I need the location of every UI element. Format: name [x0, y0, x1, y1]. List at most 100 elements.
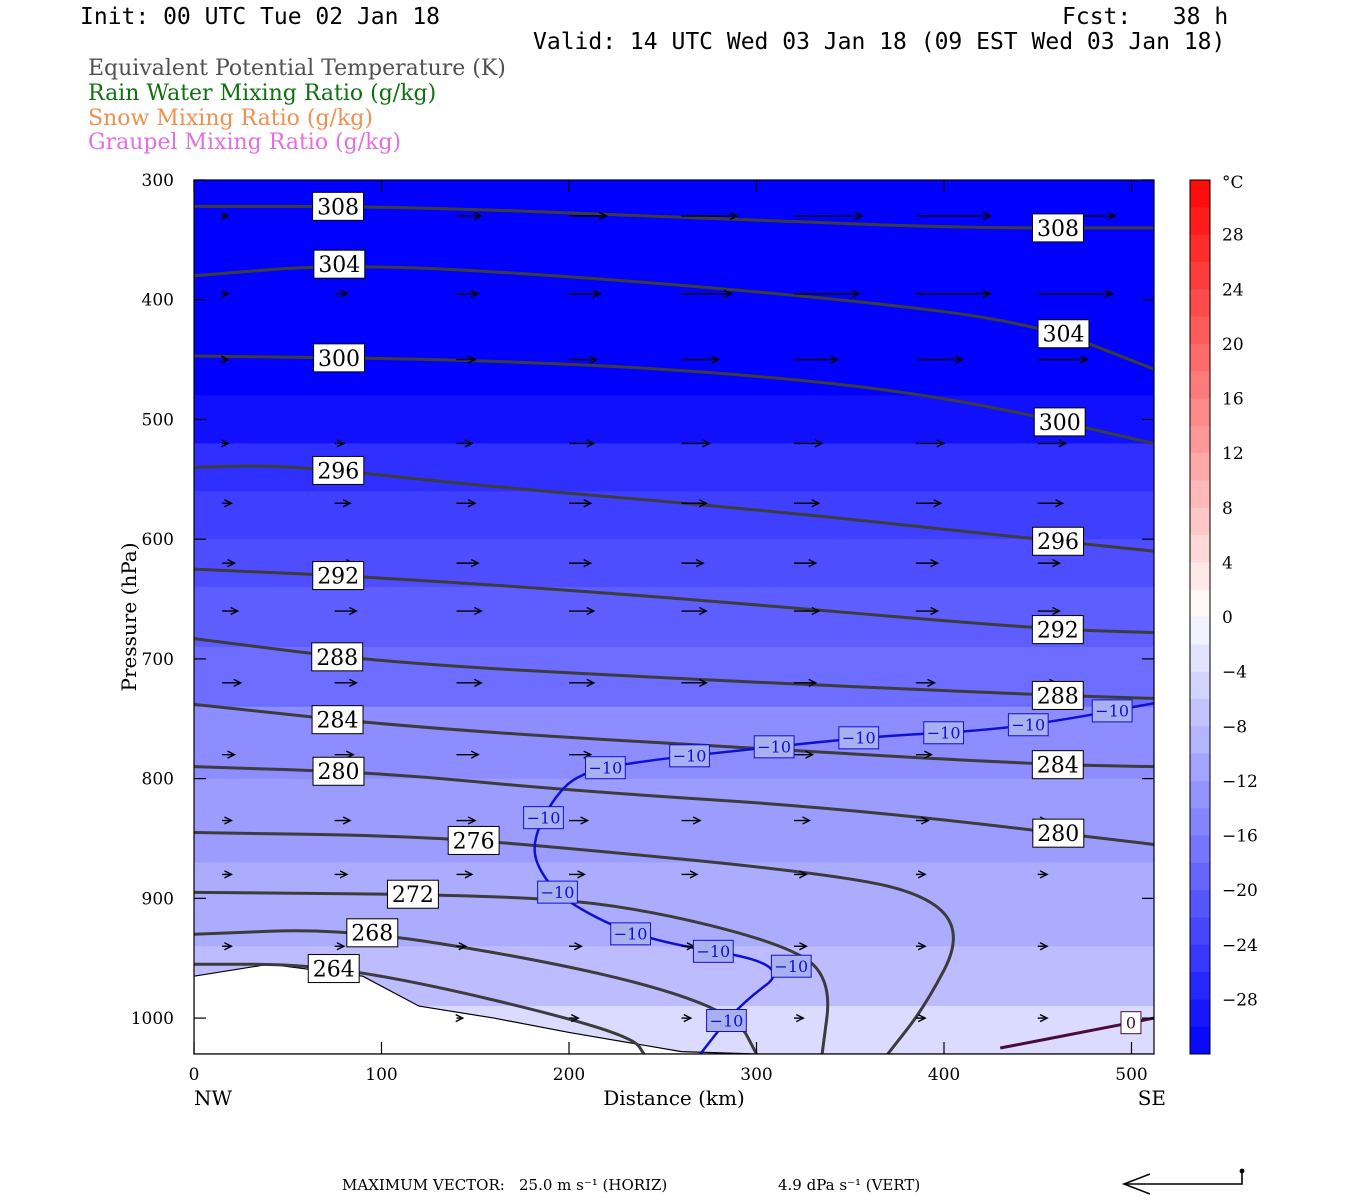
wind-vector — [915, 816, 930, 825]
wind-vector — [334, 499, 352, 508]
wind-vector — [334, 870, 349, 879]
theta-e-label: 296 — [1032, 526, 1085, 556]
wind-vector — [334, 678, 358, 687]
svg-text:−10: −10 — [757, 738, 791, 757]
wind-vector — [681, 606, 708, 616]
theta-e-label: 292 — [1031, 615, 1084, 645]
theta-e-label: 296 — [312, 455, 365, 485]
y-tick-label: 1000 — [131, 1009, 174, 1029]
colorbar-swatch — [1190, 398, 1210, 427]
svg-text:−10: −10 — [774, 957, 808, 976]
theta-e-label: 304 — [313, 249, 366, 279]
colorbar-swatch — [1190, 944, 1210, 973]
temperature-contour-label: 0 — [1120, 1011, 1142, 1035]
theta-e-label: 268 — [346, 918, 399, 948]
colorbar-swatch — [1190, 425, 1210, 454]
wind-vector — [794, 211, 864, 221]
wind-vector — [334, 942, 346, 951]
colorbar-swatch — [1190, 808, 1210, 836]
colorbar-label: −4 — [1222, 663, 1247, 683]
colorbar-label: −24 — [1222, 936, 1258, 956]
temperature-band — [194, 395, 1154, 445]
wind-vector — [794, 1013, 805, 1023]
colorbar-swatch — [1190, 617, 1210, 645]
svg-text:300: 300 — [318, 347, 360, 372]
wind-vector — [1037, 355, 1089, 364]
temperature-contour-label: −10 — [770, 954, 812, 978]
wind-vector — [456, 289, 480, 298]
colorbar-label: 0 — [1222, 608, 1233, 628]
svg-text:284: 284 — [317, 709, 359, 734]
wind-vector — [221, 289, 230, 298]
colorbar-label: 16 — [1222, 390, 1244, 410]
colorbar-swatch — [1190, 535, 1210, 563]
wind-vector — [569, 289, 602, 298]
wind-vector — [456, 211, 483, 221]
x-tick-label: 500 — [1115, 1065, 1147, 1085]
colorbar-swatch — [1190, 289, 1210, 318]
theta-e-contour-304 — [194, 265, 1154, 371]
temperature-contour-label: −10 — [669, 744, 710, 768]
theta-e-label: 280 — [312, 756, 365, 786]
colorbar-swatch — [1190, 453, 1210, 481]
wind-vector — [1037, 606, 1062, 616]
legend-snow: Snow Mixing Ratio (g/kg) — [88, 106, 373, 131]
wind-vector — [794, 499, 821, 508]
svg-text:300: 300 — [1039, 411, 1081, 436]
wind-vector — [681, 870, 699, 879]
x-tick-label: 400 — [928, 1065, 960, 1085]
theta-e-contour-284 — [194, 702, 1154, 769]
wind-vector — [681, 558, 705, 568]
wind-vector — [794, 816, 812, 825]
wind-vector — [221, 439, 230, 448]
wind-vector — [1037, 1013, 1049, 1023]
theta-e-contour-300 — [194, 354, 1154, 445]
wind-vector — [455, 1013, 465, 1023]
svg-text:272: 272 — [392, 883, 434, 908]
colorbar-swatch — [1190, 507, 1210, 536]
x-tick-label: 200 — [553, 1065, 585, 1085]
wind-vector — [456, 942, 468, 951]
svg-text:304: 304 — [318, 253, 360, 278]
forecast-hour: Fcst: 38 h — [1062, 4, 1229, 30]
colorbar-swatch — [1190, 589, 1210, 618]
svg-text:292: 292 — [1037, 619, 1079, 644]
theta-e-label: 308 — [1031, 213, 1084, 243]
svg-text:308: 308 — [1037, 217, 1079, 242]
wind-vector — [222, 499, 233, 508]
wind-vector — [794, 942, 808, 951]
wind-vector — [681, 211, 739, 221]
wind-vector — [1037, 942, 1049, 951]
svg-text:280: 280 — [1037, 822, 1079, 847]
temperature-contour-label: −10 — [706, 1009, 747, 1033]
wind-vector — [1037, 870, 1049, 879]
svg-text:308: 308 — [317, 195, 359, 220]
reference-vector-icon — [1121, 1168, 1245, 1195]
wind-vector — [334, 606, 358, 616]
theta-e-label: 288 — [311, 642, 364, 672]
svg-text:276: 276 — [453, 829, 495, 854]
theta-e-label: 300 — [1033, 407, 1086, 437]
theta-e-label: 276 — [447, 825, 500, 855]
svg-text:264: 264 — [313, 957, 355, 982]
x-end-label-left: NW — [194, 1086, 233, 1110]
wind-vector — [915, 211, 992, 221]
svg-text:−10: −10 — [614, 925, 648, 944]
colorbar-swatch — [1190, 180, 1210, 208]
svg-text:−10: −10 — [1095, 702, 1129, 721]
x-end-label-right: SE — [1138, 1086, 1166, 1110]
wind-vector — [794, 439, 824, 448]
svg-text:280: 280 — [317, 760, 359, 785]
svg-text:288: 288 — [316, 646, 358, 671]
svg-text:296: 296 — [317, 459, 359, 484]
x-tick-label: 300 — [740, 1065, 772, 1085]
colorbar-unit: °C — [1222, 173, 1244, 193]
wind-vector — [221, 355, 230, 364]
colorbar-swatch — [1190, 972, 1210, 1000]
wind-vector — [915, 942, 927, 951]
wind-vector — [221, 211, 230, 221]
temperature-contour-label: −10 — [692, 939, 734, 963]
svg-text:−10: −10 — [1011, 716, 1045, 735]
theta-e-contour-288 — [194, 637, 1154, 700]
colorbar-label: 12 — [1222, 444, 1244, 464]
